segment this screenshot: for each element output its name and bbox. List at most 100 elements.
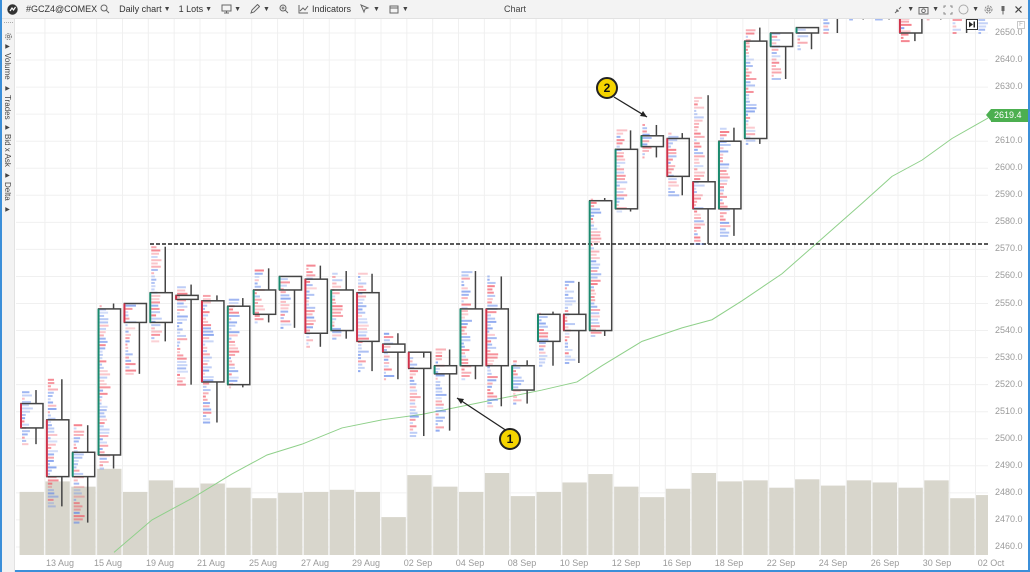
gear-icon[interactable] (4, 28, 13, 46)
ask-volume-bar (435, 348, 447, 351)
window-title: Chart (503, 4, 527, 14)
bid-volume-bar (306, 336, 310, 339)
ask-volume-bar (125, 363, 136, 366)
cursor-dropdown[interactable]: ▼ (355, 0, 384, 19)
bid-volume-bar (22, 407, 33, 410)
ask-volume-bar (202, 324, 212, 327)
indicators-button[interactable]: Indicators (294, 0, 355, 19)
close-icon[interactable] (1012, 4, 1024, 16)
annotation-marker-2[interactable]: 2 (596, 77, 618, 99)
ask-volume-bar (694, 145, 702, 148)
ask-volume-bar (151, 330, 162, 333)
bid-volume-bar (564, 358, 576, 361)
time-axis-label: 15 Aug (93, 558, 123, 568)
ask-volume-bar (99, 305, 102, 308)
ask-volume-bar (202, 301, 211, 304)
bid-volume-bar (177, 341, 181, 344)
ask-volume-bar (694, 200, 698, 203)
ask-volume-bar (228, 344, 236, 347)
chart-type-dropdown[interactable]: ▼ (216, 0, 245, 19)
bid-volume-bar (435, 419, 443, 422)
ask-volume-bar (745, 39, 751, 42)
bid-volume-bar (47, 391, 54, 394)
volume-bar (200, 483, 225, 555)
ask-volume-bar (487, 333, 495, 336)
ask-volume-bar (461, 326, 467, 329)
drag-handle[interactable] (4, 22, 13, 24)
bid-volume-bar (358, 301, 363, 304)
gear-icon[interactable] (982, 4, 994, 16)
sidebar-item-trades[interactable]: ▶ Trades (3, 84, 12, 120)
sidebar-item-bid-ask[interactable]: ▶ Bid x Ask (3, 124, 12, 168)
symbol-selector[interactable]: #GCZ4@COMEX (22, 0, 115, 19)
ask-volume-bar (177, 308, 185, 311)
pin-icon[interactable] (997, 4, 1009, 16)
drawing-tools-dropdown[interactable]: ▼ (245, 0, 274, 19)
chevron-down-icon[interactable]: ▼ (932, 6, 940, 13)
bid-volume-bar (668, 161, 671, 164)
ask-volume-bar (332, 311, 341, 314)
ask-volume-bar (409, 392, 418, 395)
annotation-marker-1[interactable]: 1 (499, 428, 521, 450)
bid-volume-bar (487, 314, 491, 317)
camera-icon[interactable] (917, 4, 929, 16)
chevron-down-icon[interactable]: ▼ (907, 6, 915, 13)
ask-volume-bar (151, 262, 158, 265)
bid-volume-bar (177, 305, 188, 308)
scroll-to-end-button[interactable] (966, 19, 978, 30)
circle-icon[interactable] (957, 4, 969, 16)
bid-volume-bar (202, 376, 214, 379)
fullscreen-icon[interactable] (942, 4, 954, 16)
sidebar-item-delta[interactable]: ▶ Delta (3, 172, 12, 201)
ask-volume-bar (745, 68, 749, 71)
bid-volume-bar (539, 319, 542, 322)
sidebar-item-volume[interactable]: ▶ Volume (3, 43, 12, 80)
ask-volume-bar (539, 351, 546, 354)
ask-volume-bar (306, 264, 316, 267)
time-axis-label: 24 Sep (818, 558, 848, 568)
search-icon[interactable] (99, 3, 111, 15)
bid-volume-bar (125, 311, 129, 314)
bid-volume-bar (306, 297, 310, 300)
timeframe-dropdown[interactable]: Daily chart ▼ (115, 0, 174, 19)
bid-volume-bar (435, 387, 443, 390)
bid-volume-bar (564, 284, 569, 287)
bid-volume-bar (177, 331, 181, 334)
price-axis-label: 2480.0 (995, 486, 1023, 497)
bid-volume-bar (694, 139, 697, 142)
bid-volume-bar (228, 301, 239, 304)
bid-volume-bar (487, 330, 490, 333)
ask-volume-bar (487, 298, 493, 301)
lots-dropdown[interactable]: 1 Lots ▼ (175, 0, 216, 19)
ask-volume-bar (280, 300, 286, 303)
ask-volume-bar (202, 382, 210, 385)
f-badge[interactable]: F (1017, 21, 1025, 29)
ask-volume-bar (47, 385, 51, 388)
ask-volume-bar (461, 332, 468, 335)
bid-volume-bar (745, 81, 751, 84)
ask-volume-bar (99, 444, 109, 447)
bid-volume-bar (177, 334, 186, 337)
bid-volume-bar (487, 369, 491, 372)
sidebar-expand[interactable]: ▶ (3, 206, 12, 213)
collapse-icon[interactable] (892, 4, 904, 16)
ask-volume-bar (409, 428, 414, 431)
chevron-down-icon[interactable]: ▼ (972, 6, 979, 13)
ask-volume-bar (616, 152, 624, 155)
bid-volume-bar (745, 142, 749, 145)
ask-volume-bar (177, 357, 187, 360)
bid-volume-bar (228, 321, 238, 324)
zoom-button[interactable] (274, 0, 294, 19)
ask-volume-bar (616, 139, 625, 142)
layout-dropdown[interactable]: ▼ (384, 0, 413, 19)
price-chart[interactable] (16, 19, 988, 555)
bid-volume-bar (151, 281, 155, 284)
ask-volume-bar (151, 246, 157, 249)
ask-volume-bar (47, 378, 54, 381)
ask-volume-bar (22, 420, 25, 423)
bid-volume-bar (22, 400, 31, 403)
ask-volume-bar (642, 130, 647, 133)
ask-volume-bar (177, 380, 183, 383)
chevron-down-icon: ▼ (401, 5, 409, 13)
ask-volume-bar (125, 327, 136, 330)
